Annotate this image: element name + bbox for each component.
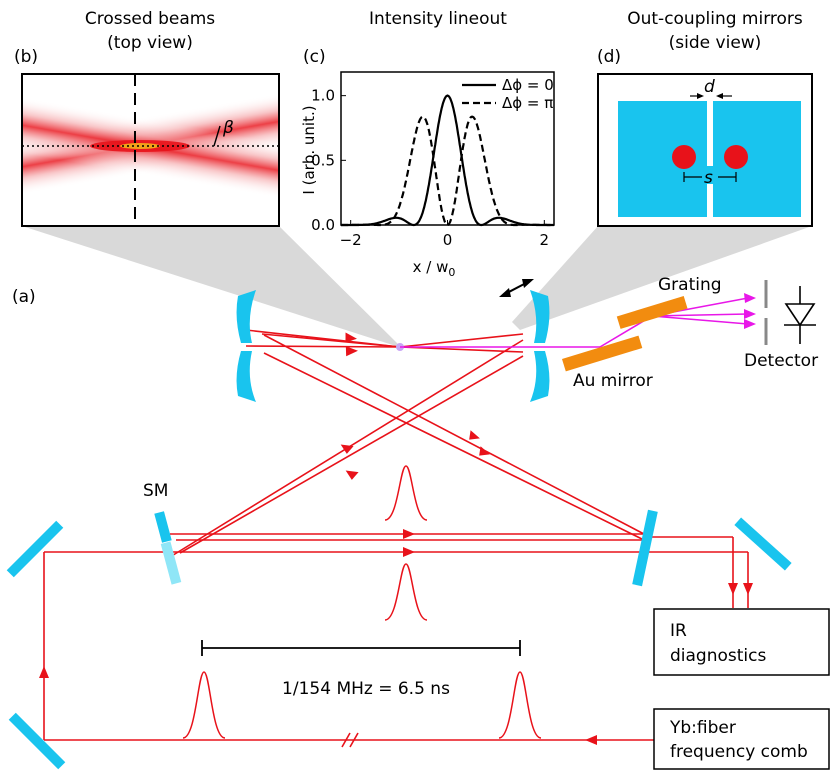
beam-break bbox=[341, 732, 359, 748]
au-mirror-label: Au mirror bbox=[573, 371, 653, 391]
panel-b-title-1: Crossed beams bbox=[85, 9, 215, 29]
curved-mirror-right-bottom bbox=[530, 351, 550, 402]
x-tick-label: −2 bbox=[340, 231, 362, 249]
panel-d-title-1: Out-coupling mirrors bbox=[627, 9, 803, 29]
mirror-lower-left bbox=[8, 712, 66, 770]
y-tick-label: 0.0 bbox=[311, 216, 335, 234]
panel-a-tag: (a) bbox=[12, 287, 36, 307]
chart-ticks: 0.0 0.5 1.0 −2 0 2 bbox=[311, 87, 549, 249]
curved-mirror-left-bottom bbox=[236, 351, 256, 402]
panel-d-title-2: (side view) bbox=[669, 33, 762, 53]
pulses bbox=[182, 465, 542, 739]
detector-label: Detector bbox=[744, 351, 818, 371]
mirror-upper-right bbox=[734, 517, 792, 571]
x-tick-label: 0 bbox=[443, 231, 453, 249]
panel-d-tag: (d) bbox=[597, 47, 621, 67]
series-delta-phi-pi bbox=[341, 115, 554, 227]
detector-symbol bbox=[784, 286, 816, 344]
curved-mirror-left-top bbox=[236, 290, 256, 343]
gap-d-label: d bbox=[704, 77, 715, 97]
flat-mirror-right bbox=[632, 509, 658, 587]
au-mirror bbox=[561, 335, 643, 372]
legend-label-solid: Δϕ = 0 bbox=[502, 76, 554, 94]
spacing-bar bbox=[201, 640, 521, 656]
tilt-arrow bbox=[499, 279, 534, 297]
curved-mirrors bbox=[236, 290, 550, 402]
sm-mirror-bottom bbox=[160, 541, 182, 585]
beta-label: β bbox=[222, 118, 234, 138]
sm-mirror-top bbox=[154, 511, 172, 543]
ir-label-2: diagnostics bbox=[670, 646, 766, 666]
ir-diagnostics-box bbox=[653, 608, 830, 676]
grating-label: Grating bbox=[658, 275, 722, 295]
beam-spot-right bbox=[724, 145, 748, 169]
y-tick-label: 0.5 bbox=[311, 151, 335, 169]
curved-mirror-right-top bbox=[530, 290, 550, 343]
comb-box bbox=[653, 708, 830, 770]
zoom-cone-d bbox=[512, 226, 812, 330]
sm-label: SM bbox=[143, 481, 168, 501]
ir-label-1: IR bbox=[670, 621, 687, 641]
panel-c-title: Intensity lineout bbox=[369, 9, 507, 29]
zoom-cone-b bbox=[22, 226, 402, 348]
comb-label-1: Yb:fiber bbox=[669, 718, 736, 738]
panel-c-tag: (c) bbox=[303, 47, 326, 67]
spacing-s-label: s bbox=[704, 168, 713, 188]
beam-arrows bbox=[39, 332, 753, 745]
panel-d: Out-coupling mirrors (side view) (d) d s bbox=[597, 9, 813, 227]
beam-spot-left bbox=[672, 145, 696, 169]
mirror-upper-left bbox=[6, 520, 64, 578]
panel-b-frame bbox=[21, 73, 280, 227]
legend-label-dashed: Δϕ = π bbox=[502, 94, 553, 112]
x-tick-label: 2 bbox=[540, 231, 550, 249]
comb-label-2: frequency comb bbox=[670, 742, 808, 762]
panel-c: Intensity lineout (c) 0.0 0.5 1.0 −2 0 2 I (a… bbox=[300, 9, 555, 279]
y-tick-label: 1.0 bbox=[311, 87, 335, 105]
series-delta-phi-0 bbox=[341, 94, 554, 227]
panel-b-title-2: (top view) bbox=[107, 33, 193, 53]
spacing-label: 1/154 MHz = 6.5 ns bbox=[282, 679, 450, 699]
panel-b: Crossed beams (top view) (b) β bbox=[14, 9, 280, 227]
x-axis-label: x / w0 bbox=[413, 258, 456, 279]
panel-b-tag: (b) bbox=[14, 47, 38, 67]
grating bbox=[616, 296, 688, 329]
y-axis-label: I (arb. unit.) bbox=[300, 105, 318, 194]
